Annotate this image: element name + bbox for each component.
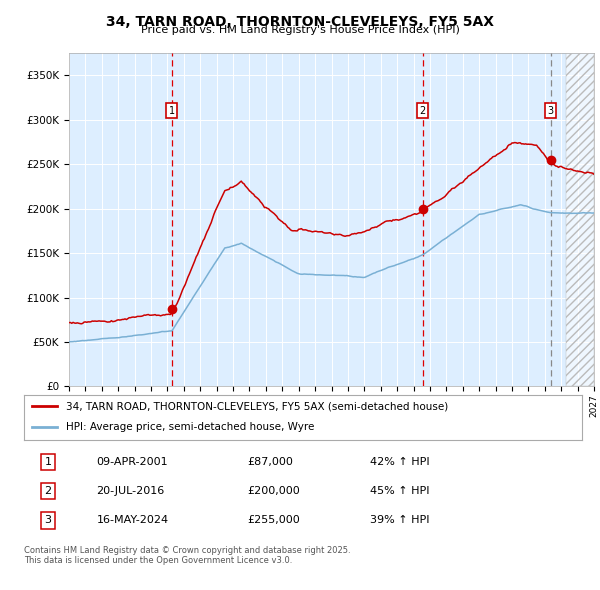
Bar	[566, 53, 594, 386]
Text: 2: 2	[44, 486, 52, 496]
Text: 3: 3	[548, 106, 554, 116]
Text: 34, TARN ROAD, THORNTON-CLEVELEYS, FY5 5AX: 34, TARN ROAD, THORNTON-CLEVELEYS, FY5 5…	[106, 15, 494, 29]
Text: Price paid vs. HM Land Registry's House Price Index (HPI): Price paid vs. HM Land Registry's House …	[140, 25, 460, 35]
Text: £87,000: £87,000	[247, 457, 293, 467]
Text: 39% ↑ HPI: 39% ↑ HPI	[370, 516, 430, 526]
Bar	[566, 53, 594, 386]
Text: £200,000: £200,000	[247, 486, 300, 496]
Text: 20-JUL-2016: 20-JUL-2016	[97, 486, 165, 496]
Text: 09-APR-2001: 09-APR-2001	[97, 457, 168, 467]
Text: £255,000: £255,000	[247, 516, 300, 526]
Text: 1: 1	[44, 457, 52, 467]
Text: 1: 1	[169, 106, 175, 116]
Text: 16-MAY-2024: 16-MAY-2024	[97, 516, 169, 526]
Text: 45% ↑ HPI: 45% ↑ HPI	[370, 486, 430, 496]
Text: 2: 2	[419, 106, 425, 116]
Text: 3: 3	[44, 516, 52, 526]
Text: 42% ↑ HPI: 42% ↑ HPI	[370, 457, 430, 467]
Text: HPI: Average price, semi-detached house, Wyre: HPI: Average price, semi-detached house,…	[66, 422, 314, 432]
Text: Contains HM Land Registry data © Crown copyright and database right 2025.
This d: Contains HM Land Registry data © Crown c…	[24, 546, 350, 565]
Text: 34, TARN ROAD, THORNTON-CLEVELEYS, FY5 5AX (semi-detached house): 34, TARN ROAD, THORNTON-CLEVELEYS, FY5 5…	[66, 401, 448, 411]
